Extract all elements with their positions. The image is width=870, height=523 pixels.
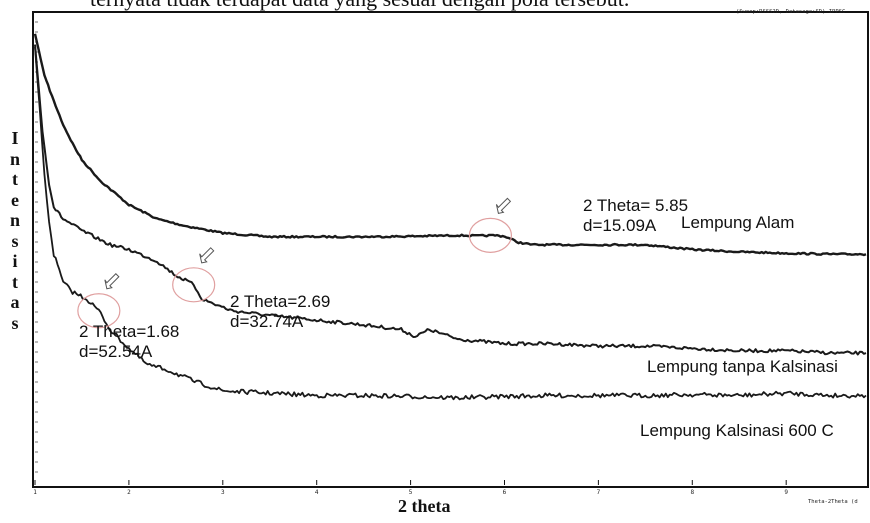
x-tick-label: 2 <box>127 489 131 496</box>
y-axis-label-letter: t <box>12 169 18 189</box>
peak-annotation-tanpa-kalsinasi: 2 Theta=2.69 d=32.74A <box>230 292 330 332</box>
y-axis-label-letter: n <box>9 210 20 230</box>
peak-annotation-kalsinasi-600: 2 Theta=1.68 d=52.54A <box>79 322 179 362</box>
peak-annotation-alam: 2 Theta= 5.85 d=15.09A <box>583 196 688 236</box>
peak-highlight-circle <box>468 217 513 253</box>
y-axis-label-letter: I <box>11 128 19 148</box>
cropped-top-text: ternyata tidak terdapat data yang sesuai… <box>90 0 629 12</box>
series-line-1 <box>34 44 867 356</box>
peak-annotation-tanpa-kalsinasi-theta: 2 Theta=2.69 <box>230 292 331 311</box>
peak-highlight-circle <box>172 267 216 303</box>
x-tick-label: 3 <box>221 489 225 496</box>
x-tick-label: 9 <box>784 489 788 496</box>
y-axis-label-letter: a <box>10 292 20 312</box>
x-tick-label: 8 <box>690 489 694 496</box>
plot-area-frame <box>32 11 869 488</box>
axis-ticks: 1 2 3 4 5 6 7 8 9 <box>33 21 788 496</box>
x-tick-label: 4 <box>315 489 319 496</box>
peak-annotation-alam-d: d=15.09A <box>583 216 657 235</box>
peak-annotation-kalsinasi-600-d: d=52.54A <box>79 342 153 361</box>
y-axis-label-letter: n <box>9 148 20 169</box>
header-note: (Sweep:RSSS2D, Datasage:SD) IPPSC <box>736 9 846 15</box>
series-label-lempung-tanpa-kalsinasi: Lempung tanpa Kalsinasi <box>647 357 838 376</box>
peak-highlight-circle <box>77 293 121 329</box>
series-line-0 <box>33 33 867 257</box>
series-label-lempung-kalsinasi-600: Lempung Kalsinasi 600 C <box>640 421 834 440</box>
series-line-2 <box>34 46 867 401</box>
x-axis-label: 2 theta <box>398 496 451 516</box>
peak-arrow-icon <box>199 247 215 264</box>
peak-annotation-kalsinasi-600-theta: 2 Theta=1.68 <box>79 322 180 341</box>
y-axis-label-letter: i <box>12 251 18 271</box>
x-tick-label: 5 <box>409 489 413 496</box>
x-tick-label: 1 <box>33 489 37 496</box>
series-label-lempung-alam: Lempung Alam <box>681 213 795 232</box>
y-axis-label-letter: t <box>12 271 18 292</box>
peak-annotation-alam-theta: 2 Theta= 5.85 <box>583 196 689 215</box>
peak-arrow-icon <box>104 273 120 290</box>
x-tick-label: 7 <box>597 489 601 496</box>
y-axis-label-letter: s <box>11 312 19 333</box>
peak-annotation-tanpa-kalsinasi-d: d=32.74A <box>230 312 304 331</box>
peak-markers <box>77 197 513 329</box>
y-axis-label-letter: s <box>11 230 19 251</box>
x-tick-label: 6 <box>503 489 507 496</box>
peak-arrow-icon <box>495 197 512 214</box>
y-axis-label-letter: e <box>11 189 19 210</box>
series-lines <box>33 33 867 401</box>
corner-note: Theta-2Theta (d <box>808 499 858 505</box>
